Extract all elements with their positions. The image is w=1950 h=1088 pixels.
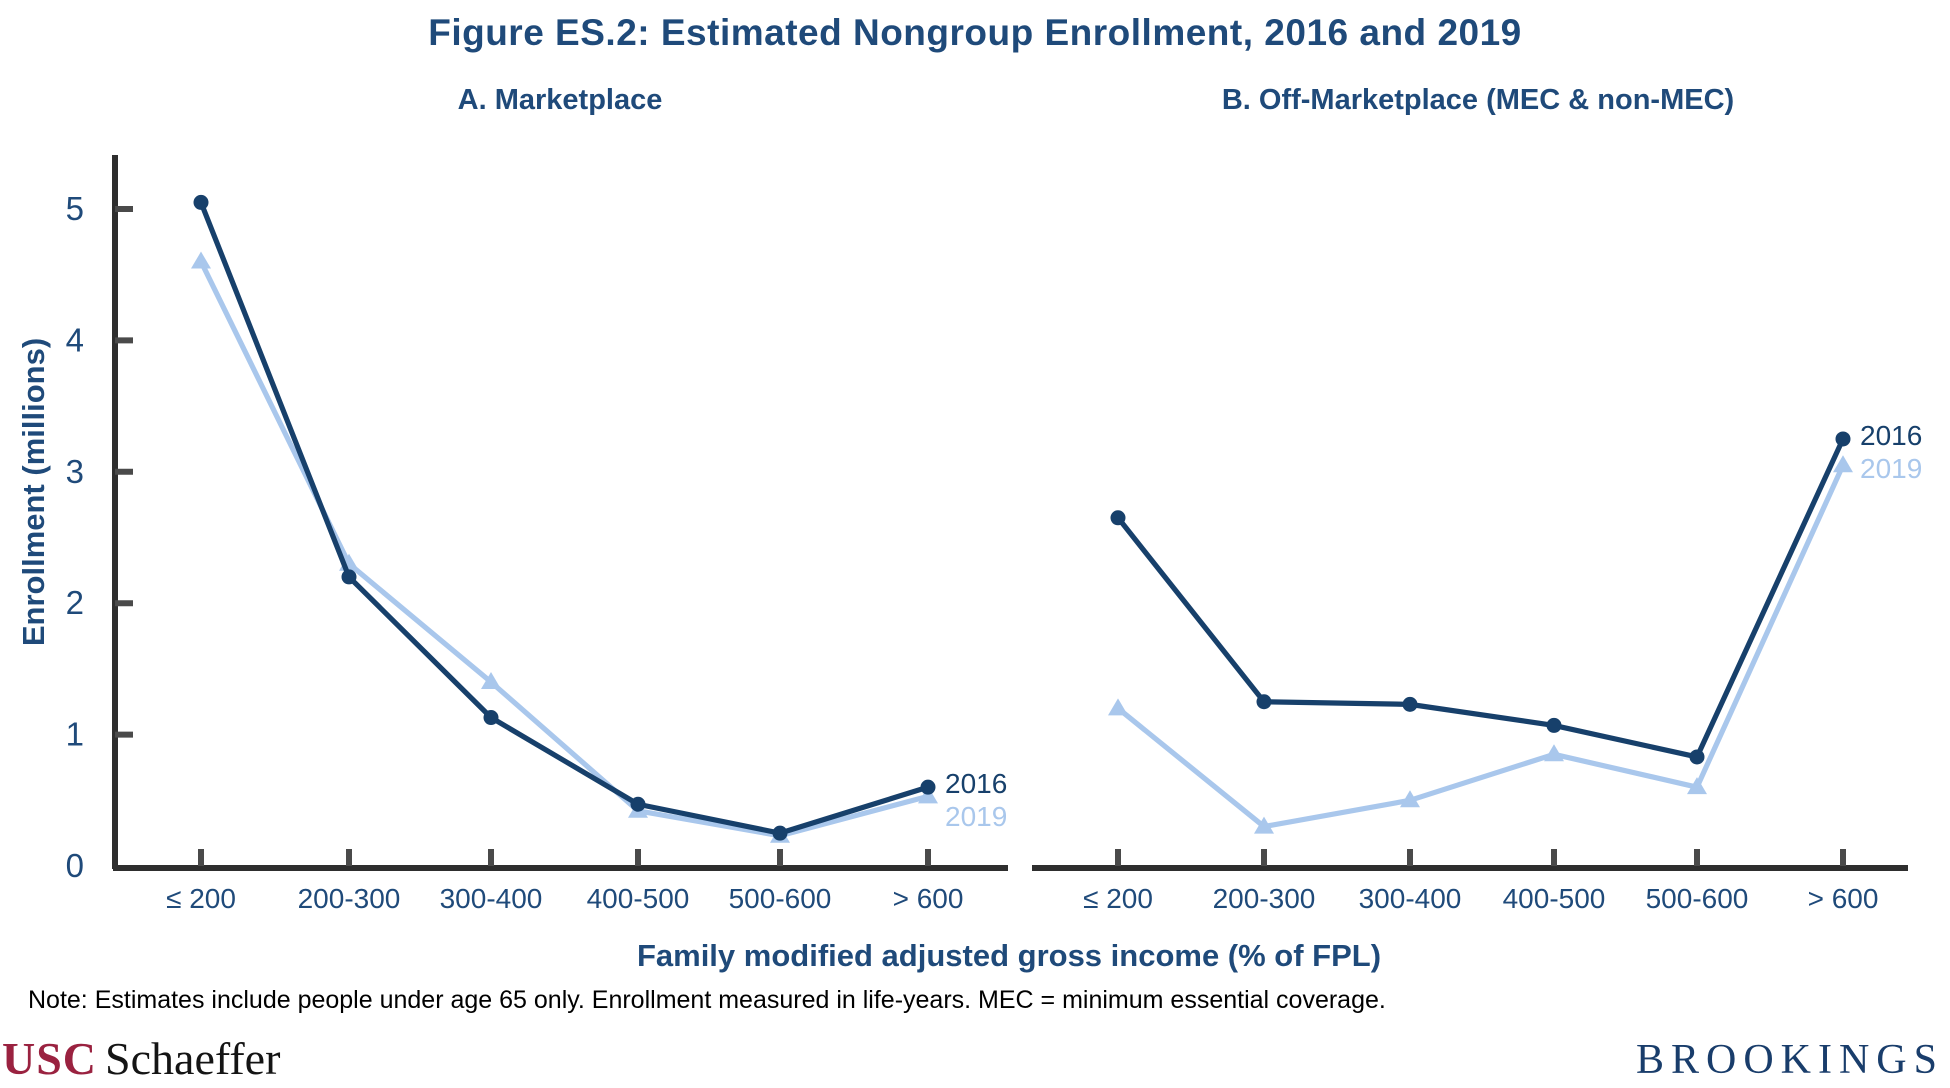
series-2019-label: 2019 <box>1860 453 1922 484</box>
series-2019-marker <box>1400 790 1420 808</box>
series-2016-marker <box>772 825 788 841</box>
x-tick-label: > 600 <box>1808 883 1879 914</box>
series-2016-label: 2016 <box>1860 420 1922 451</box>
x-tick-label: 200-300 <box>298 883 401 914</box>
series-2019-marker <box>1544 744 1564 762</box>
series-2019-line <box>1115 462 1846 830</box>
x-tick-label: 400-500 <box>1503 883 1606 914</box>
series-2016-marker <box>1256 694 1272 710</box>
series-2016-marker <box>1689 749 1705 765</box>
series-2019-marker <box>1687 777 1707 795</box>
series-2019-marker <box>481 672 501 690</box>
series-2016-marker <box>341 569 357 585</box>
series-2019-marker <box>1833 455 1853 473</box>
series-2016-marker <box>920 779 936 795</box>
series-2019-marker <box>1254 816 1274 834</box>
series-2016-marker <box>483 710 499 726</box>
y-tick-label: 3 <box>66 453 84 490</box>
x-tick-label: 400-500 <box>587 883 690 914</box>
series-2016-marker <box>193 194 209 210</box>
y-tick-label: 5 <box>66 190 84 227</box>
series-2016-marker <box>1835 431 1851 447</box>
x-tick-label: 500-600 <box>729 883 832 914</box>
series-2019-marker <box>1108 698 1128 716</box>
panel-b-title: B. Off-Marketplace (MEC & non-MEC) <box>1221 84 1735 116</box>
y-tick-label: 1 <box>66 716 84 753</box>
y-tick-label: 4 <box>66 321 84 358</box>
y-tick-label: 2 <box>66 584 84 621</box>
series-2016-label: 2016 <box>945 768 1007 799</box>
figure-title: Figure ES.2: Estimated Nongroup Enrollme… <box>428 12 1522 53</box>
usc-wordmark: USC <box>2 1033 98 1084</box>
series-2019-marker <box>918 786 938 804</box>
figure-note: Note: Estimates include people under age… <box>28 986 1386 1014</box>
series-2016-marker <box>630 796 646 812</box>
series-2016-marker <box>1402 696 1418 712</box>
series-2016-line <box>198 199 931 836</box>
series-2016-line <box>1115 436 1846 760</box>
brookings-logo: BROOKINGS <box>1635 1037 1944 1083</box>
x-tick-label: ≤ 200 <box>1083 883 1153 914</box>
panel-a-title: A. Marketplace <box>457 84 663 116</box>
schaeffer-wordmark: Schaeffer <box>105 1033 281 1084</box>
usc-schaeffer-logo: USC Schaeffer <box>2 1032 280 1085</box>
series-2019-label: 2019 <box>945 801 1007 832</box>
series-2016-marker <box>1546 717 1562 733</box>
x-tick-label: 300-400 <box>440 883 543 914</box>
x-tick-label: ≤ 200 <box>166 883 236 914</box>
x-tick-label: 300-400 <box>1359 883 1462 914</box>
x-axis-title: Family modified adjusted gross income (%… <box>636 938 1382 973</box>
series-2019-marker <box>191 251 211 269</box>
series-2019-line <box>198 258 931 839</box>
x-tick-label: > 600 <box>893 883 964 914</box>
x-tick-label: 500-600 <box>1646 883 1749 914</box>
series-2016-marker <box>1110 510 1126 526</box>
x-tick-label: 200-300 <box>1213 883 1316 914</box>
y-tick-label: 0 <box>66 847 84 884</box>
